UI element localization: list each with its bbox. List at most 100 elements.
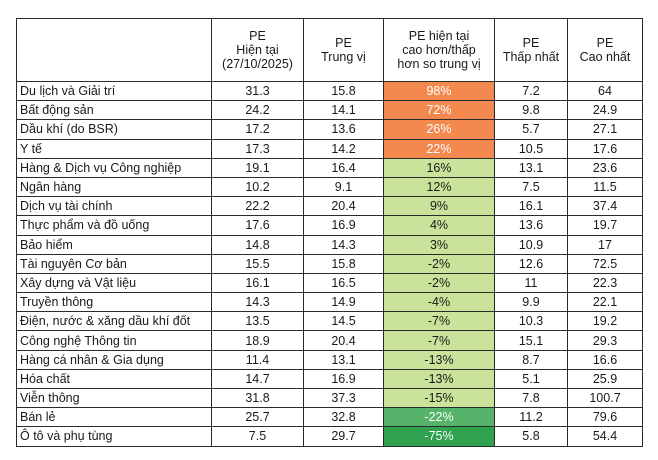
cell-pe-median: 16.9 bbox=[303, 368, 384, 390]
cell-pe-median: 14.1 bbox=[303, 100, 384, 121]
cell-pe-max: 17 bbox=[567, 234, 643, 255]
cell-pe-median: 14.5 bbox=[303, 311, 384, 332]
cell-pe-current: 19.1 bbox=[211, 157, 304, 178]
cell-pe-max: 64 bbox=[567, 80, 643, 102]
cell-pe-diff: 98% bbox=[383, 80, 495, 102]
cell-pe-diff: 9% bbox=[383, 196, 495, 217]
cell-pe-max: 17.6 bbox=[567, 138, 643, 159]
cell-pe-current: 31.3 bbox=[211, 80, 304, 102]
cell-pe-diff: 4% bbox=[383, 215, 495, 236]
header-pe-diff: PE hiện tại cao hơn/thấp hơn so trung vị bbox=[383, 18, 495, 82]
table-row: Công nghệ Thông tin 18.9 20.4 -7% 15.1 29.3 bbox=[16, 330, 643, 351]
cell-pe-current: 17.3 bbox=[211, 138, 304, 159]
cell-pe-median: 20.4 bbox=[303, 330, 384, 351]
cell-sector: Bảo hiểm bbox=[16, 234, 212, 255]
cell-pe-min: 9.9 bbox=[494, 292, 568, 313]
cell-pe-current: 14.8 bbox=[211, 234, 304, 255]
cell-pe-diff: -22% bbox=[383, 407, 495, 428]
table-row: Truyền thông 14.3 14.9 -4% 9.9 22.1 bbox=[16, 292, 643, 313]
table-row: Hóa chất 14.7 16.9 -13% 5.1 25.9 bbox=[16, 368, 643, 390]
cell-pe-min: 15.1 bbox=[494, 330, 568, 351]
cell-sector: Tài nguyên Cơ bản bbox=[16, 253, 212, 274]
cell-pe-diff: -7% bbox=[383, 311, 495, 332]
cell-pe-current: 15.5 bbox=[211, 253, 304, 274]
cell-sector: Dầu khí (do BSR) bbox=[16, 119, 212, 140]
cell-pe-max: 16.6 bbox=[567, 349, 643, 370]
cell-pe-current: 13.5 bbox=[211, 311, 304, 332]
cell-pe-median: 32.8 bbox=[303, 407, 384, 428]
cell-pe-diff: 72% bbox=[383, 100, 495, 121]
cell-pe-max: 27.1 bbox=[567, 119, 643, 140]
cell-pe-max: 11.5 bbox=[567, 176, 643, 198]
cell-sector: Viễn thông bbox=[16, 387, 212, 409]
cell-pe-current: 10.2 bbox=[211, 176, 304, 198]
cell-pe-diff: -13% bbox=[383, 368, 495, 390]
cell-sector: Xây dựng và Vật liệu bbox=[16, 272, 212, 294]
cell-pe-min: 7.2 bbox=[494, 80, 568, 102]
cell-pe-current: 17.6 bbox=[211, 215, 304, 236]
header-pe-median: PE Trung vị bbox=[303, 18, 384, 82]
cell-pe-median: 9.1 bbox=[303, 176, 384, 198]
cell-pe-max: 54.4 bbox=[567, 426, 643, 447]
cell-pe-diff: 26% bbox=[383, 119, 495, 140]
cell-sector: Hàng & Dịch vụ Công nghiệp bbox=[16, 157, 212, 178]
table-row: Dịch vụ tài chính 22.2 20.4 9% 16.1 37.4 bbox=[16, 196, 643, 217]
cell-pe-diff: -2% bbox=[383, 272, 495, 294]
cell-pe-current: 17.2 bbox=[211, 119, 304, 140]
cell-pe-median: 14.3 bbox=[303, 234, 384, 255]
header-sector bbox=[16, 18, 212, 82]
pe-table: PE Hiện tại (27/10/2025) PE Trung vị PE … bbox=[16, 18, 643, 447]
cell-pe-max: 79.6 bbox=[567, 407, 643, 428]
cell-pe-diff: 22% bbox=[383, 138, 495, 159]
cell-pe-current: 14.7 bbox=[211, 368, 304, 390]
cell-pe-current: 16.1 bbox=[211, 272, 304, 294]
cell-pe-median: 16.5 bbox=[303, 272, 384, 294]
cell-pe-max: 22.1 bbox=[567, 292, 643, 313]
cell-pe-median: 14.9 bbox=[303, 292, 384, 313]
cell-sector: Hàng cá nhân & Gia dụng bbox=[16, 349, 212, 370]
table-row: Bán lẻ 25.7 32.8 -22% 11.2 79.6 bbox=[16, 407, 643, 428]
cell-sector: Thực phẩm và đồ uống bbox=[16, 215, 212, 236]
header-pe-max: PE Cao nhất bbox=[567, 18, 643, 82]
cell-pe-diff: -4% bbox=[383, 292, 495, 313]
cell-pe-current: 14.3 bbox=[211, 292, 304, 313]
cell-pe-median: 37.3 bbox=[303, 387, 384, 409]
cell-pe-current: 18.9 bbox=[211, 330, 304, 351]
cell-pe-max: 37.4 bbox=[567, 196, 643, 217]
header-pe-min: PE Thấp nhất bbox=[494, 18, 568, 82]
table-row: Viễn thông 31.8 37.3 -15% 7.8 100.7 bbox=[16, 387, 643, 409]
cell-pe-diff: -7% bbox=[383, 330, 495, 351]
cell-pe-min: 13.1 bbox=[494, 157, 568, 178]
cell-pe-current: 25.7 bbox=[211, 407, 304, 428]
cell-pe-median: 14.2 bbox=[303, 138, 384, 159]
cell-sector: Y tế bbox=[16, 138, 212, 159]
cell-pe-diff: -75% bbox=[383, 426, 495, 447]
table-row: Điện, nước & xăng dầu khí đốt 13.5 14.5 -7%… bbox=[16, 311, 643, 332]
cell-pe-diff: -15% bbox=[383, 387, 495, 409]
table-row: Ngân hàng 10.2 9.1 12% 7.5 11.5 bbox=[16, 176, 643, 198]
cell-sector: Bất động sản bbox=[16, 100, 212, 121]
cell-pe-max: 19.2 bbox=[567, 311, 643, 332]
cell-pe-min: 11.2 bbox=[494, 407, 568, 428]
cell-pe-min: 10.9 bbox=[494, 234, 568, 255]
cell-sector: Truyền thông bbox=[16, 292, 212, 313]
header-row: PE Hiện tại (27/10/2025) PE Trung vị PE … bbox=[16, 18, 643, 82]
header-pe-current: PE Hiện tại (27/10/2025) bbox=[211, 18, 304, 82]
cell-pe-median: 13.1 bbox=[303, 349, 384, 370]
cell-pe-median: 16.4 bbox=[303, 157, 384, 178]
table-row: Tài nguyên Cơ bản 15.5 15.8 -2% 12.6 72.5 bbox=[16, 253, 643, 274]
cell-pe-max: 24.9 bbox=[567, 100, 643, 121]
table-row: Dầu khí (do BSR) 17.2 13.6 26% 5.7 27.1 bbox=[16, 119, 643, 140]
table-row: Ô tô và phụ tùng 7.5 29.7 -75% 5.8 54.4 bbox=[16, 426, 643, 447]
cell-sector: Hóa chất bbox=[16, 368, 212, 390]
cell-pe-max: 23.6 bbox=[567, 157, 643, 178]
cell-pe-max: 25.9 bbox=[567, 368, 643, 390]
cell-pe-median: 15.8 bbox=[303, 253, 384, 274]
cell-sector: Du lịch và Giải trí bbox=[16, 80, 212, 102]
table-row: Du lịch và Giải trí 31.3 15.8 98% 7.2 64 bbox=[16, 80, 643, 102]
cell-pe-diff: 12% bbox=[383, 176, 495, 198]
cell-pe-median: 15.8 bbox=[303, 80, 384, 102]
cell-pe-min: 7.8 bbox=[494, 387, 568, 409]
cell-pe-diff: 16% bbox=[383, 157, 495, 178]
